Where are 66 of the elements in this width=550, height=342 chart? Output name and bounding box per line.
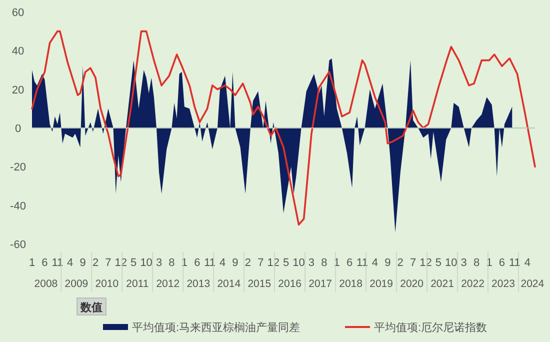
x-tick-label: 9 (80, 257, 86, 269)
text: 2009 (64, 278, 88, 290)
text: 2015 (248, 278, 272, 290)
text: 2021 (430, 278, 454, 290)
legend-label: 平均值项:厄尔尼诺指数 (374, 321, 488, 334)
y-tick-label: -40 (10, 200, 26, 212)
x-tick-label: 10 (140, 257, 152, 269)
x-tick-label: 1 (28, 257, 36, 269)
y-tick-label: 0 (14, 123, 22, 135)
x-tick-label: 1 (334, 257, 340, 269)
text: 2022 (461, 278, 485, 290)
x-tick-label: 2 (397, 257, 404, 269)
text: 2020 (400, 278, 424, 290)
x-tick-label: 12 (420, 257, 432, 269)
text: 2008 (34, 278, 58, 290)
x-tick-label: 5 (282, 257, 290, 269)
y-tick-label: 40 (12, 46, 24, 58)
x-tick-label: 3 (308, 257, 315, 269)
x-tick-label: 11 (204, 257, 216, 269)
legend-label: 平均值项:马来西亚棕榈油产量同差 (132, 321, 300, 334)
text: 2017 (308, 278, 332, 290)
x-tick-label: 8 (168, 257, 175, 269)
text: 2023 (492, 278, 516, 290)
x-tick-label: 3 (156, 257, 162, 269)
x-tick-label: 4 (524, 257, 530, 269)
x-tick-label: 2 (244, 257, 251, 269)
y-tick-label: 20 (12, 84, 24, 96)
x-tick-label: 10 (445, 257, 458, 269)
text: 2018 (339, 278, 363, 290)
y-tick-label: -60 (10, 239, 26, 251)
x-tick-label: 2 (92, 257, 99, 269)
x-tick-label: 8 (321, 257, 328, 269)
x-tick-label: 5 (435, 257, 442, 269)
text: 2011 (126, 278, 149, 290)
x-tick-label: 11 (356, 257, 368, 269)
x-tick-label: 1 (486, 257, 492, 269)
x-tick-label: 6 (346, 257, 353, 269)
x-tick-label: 9 (384, 257, 391, 269)
x-tick-label: 7 (258, 257, 264, 269)
text: 2010 (95, 278, 119, 290)
x-tick-label: 3 (460, 257, 467, 269)
text: 2014 (217, 278, 241, 290)
line-series (31, 30, 536, 226)
x-tick-label: 6 (498, 257, 506, 269)
x-tick-label: 11 (52, 257, 64, 269)
x-tick-label: 4 (372, 257, 378, 269)
x-tick-label: 4 (67, 257, 74, 269)
x-tick-label: 6 (42, 257, 48, 269)
x-tick-label: 9 (232, 257, 238, 269)
y-tick-label: -20 (10, 162, 26, 174)
x-tick-label: 7 (410, 257, 416, 269)
text: 2012 (156, 278, 180, 290)
text: 2019 (370, 278, 394, 290)
x-tick-label: 7 (105, 257, 112, 269)
x-tick-label: 6 (194, 257, 200, 269)
text: 数值 (80, 301, 102, 314)
text: 2013 (186, 278, 210, 290)
x-tick-label: 12 (267, 257, 280, 269)
x-tick-label: 8 (474, 257, 480, 269)
x-tick-label: 4 (219, 257, 226, 269)
text: 2016 (278, 278, 302, 290)
text: 2024 (520, 278, 544, 290)
x-tick-label: 10 (292, 257, 305, 269)
x-tick-label: 11 (508, 257, 520, 269)
x-tick-label: 5 (130, 257, 137, 269)
y-tick-label: 60 (12, 7, 24, 19)
